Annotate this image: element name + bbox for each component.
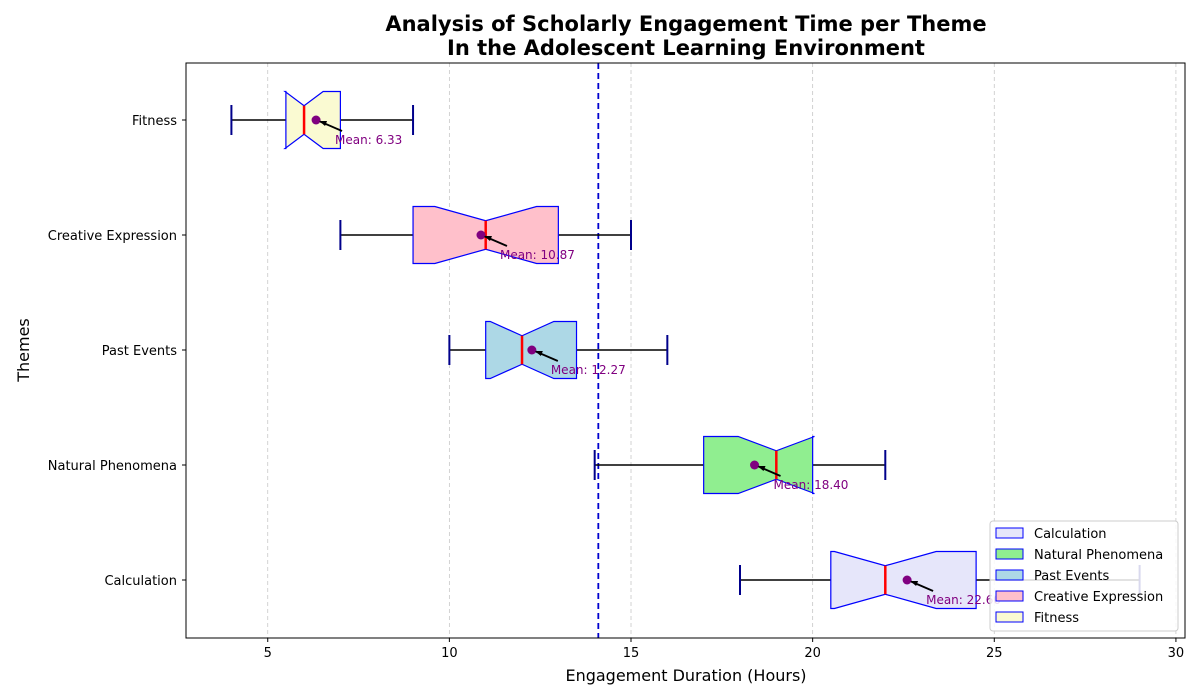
mean-label: Mean: 10.87 [500, 248, 575, 262]
mean-marker [527, 345, 537, 355]
mean-marker [750, 460, 760, 470]
legend-swatch [995, 611, 1024, 623]
legend-label: Natural Phenomena [1034, 548, 1163, 563]
legend-label: Fitness [1034, 611, 1079, 626]
legend-swatch [995, 590, 1024, 602]
y-tick-label: Natural Phenomena [48, 459, 177, 474]
chart-title-line2: In the Adolescent Learning Environment [447, 36, 925, 60]
legend-swatch [995, 527, 1024, 539]
x-tick-label: 15 [623, 646, 640, 661]
y-tick-label: Past Events [102, 344, 177, 359]
mean-label: Mean: 12.27 [551, 363, 626, 377]
y-ticks: Calculation Natural Phenomena Past Events C… [48, 114, 186, 589]
y-tick-label: Fitness [132, 114, 177, 129]
box-fitness: Mean: 6.33 [230, 90, 415, 150]
chart-title-line1: Analysis of Scholarly Engagement Time pe… [385, 12, 986, 36]
y-axis-label: Themes [14, 318, 33, 383]
box-calculation: Mean: 22.60 [738, 550, 1141, 610]
legend-swatch [995, 548, 1024, 560]
mean-arrowhead [534, 351, 543, 356]
box-past-events: Mean: 12.27 [448, 320, 669, 380]
mean-arrowhead [319, 121, 328, 126]
x-axis-label: Engagement Duration (Hours) [565, 666, 806, 685]
y-tick-label: Calculation [104, 574, 177, 589]
box-layer: Mean: 22.60 Mean: 18.40 Mean: 12.27 Mean: 1… [230, 90, 1141, 610]
mean-label: Mean: 18.40 [774, 478, 849, 492]
x-tick-label: 20 [804, 646, 821, 661]
box-creative-expression: Mean: 10.87 [339, 205, 633, 265]
mean-label: Mean: 6.33 [335, 133, 402, 147]
legend-swatch [995, 569, 1024, 581]
y-tick-label: Creative Expression [48, 229, 177, 244]
mean-label: Mean: 22.60 [926, 593, 1001, 607]
mean-arrowhead [757, 466, 766, 471]
x-tick-label: 25 [986, 646, 1003, 661]
x-tick-label: 5 [264, 646, 272, 661]
box-body [703, 435, 815, 495]
legend-label: Calculation [1034, 527, 1107, 542]
legend-label: Past Events [1034, 569, 1109, 584]
x-tick-label: 30 [1168, 646, 1185, 661]
mean-arrowhead [910, 581, 919, 586]
legend: Calculation Natural Phenomena Past Events C… [989, 520, 1179, 632]
mean-marker [902, 575, 912, 585]
mean-marker [476, 230, 486, 240]
legend-label: Creative Expression [1034, 590, 1163, 605]
x-ticks: 5 10 15 20 25 30 [264, 638, 1185, 661]
mean-arrowhead [483, 236, 492, 241]
box-natural-phenomena: Mean: 18.40 [593, 435, 887, 495]
mean-marker [311, 115, 321, 125]
x-tick-label: 10 [441, 646, 458, 661]
legend-frame [989, 520, 1179, 632]
